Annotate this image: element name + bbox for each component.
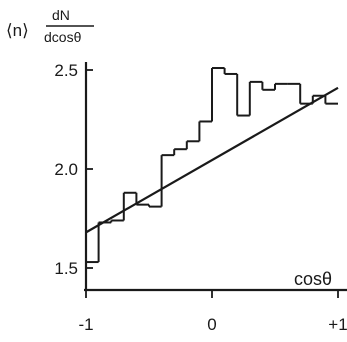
x-tick-label: -1 [78, 315, 93, 334]
y-ticks: 1.5 2.0 2.5 [54, 61, 93, 278]
y-tick-label: 1.5 [54, 259, 78, 278]
x-axis-title: cosθ [294, 269, 332, 289]
histogram-series [85, 67, 338, 290]
y-axis-label-numerator: dN [52, 7, 70, 23]
y-axis-label-prefix: ⟨n⟩ [6, 21, 29, 40]
x-tick-label: 0 [207, 315, 216, 334]
fit-line-series [85, 86, 339, 234]
x-ticks: -1 0 +1 [78, 290, 347, 334]
y-tick-label: 2.0 [54, 160, 78, 179]
fit-line [85, 86, 339, 234]
y-axis-label: ⟨n⟩ dN dcosθ [6, 7, 94, 45]
y-tick-label: 2.5 [54, 61, 78, 80]
x-tick-label: +1 [328, 315, 347, 334]
y-axis-label-denominator: dcosθ [44, 29, 82, 45]
